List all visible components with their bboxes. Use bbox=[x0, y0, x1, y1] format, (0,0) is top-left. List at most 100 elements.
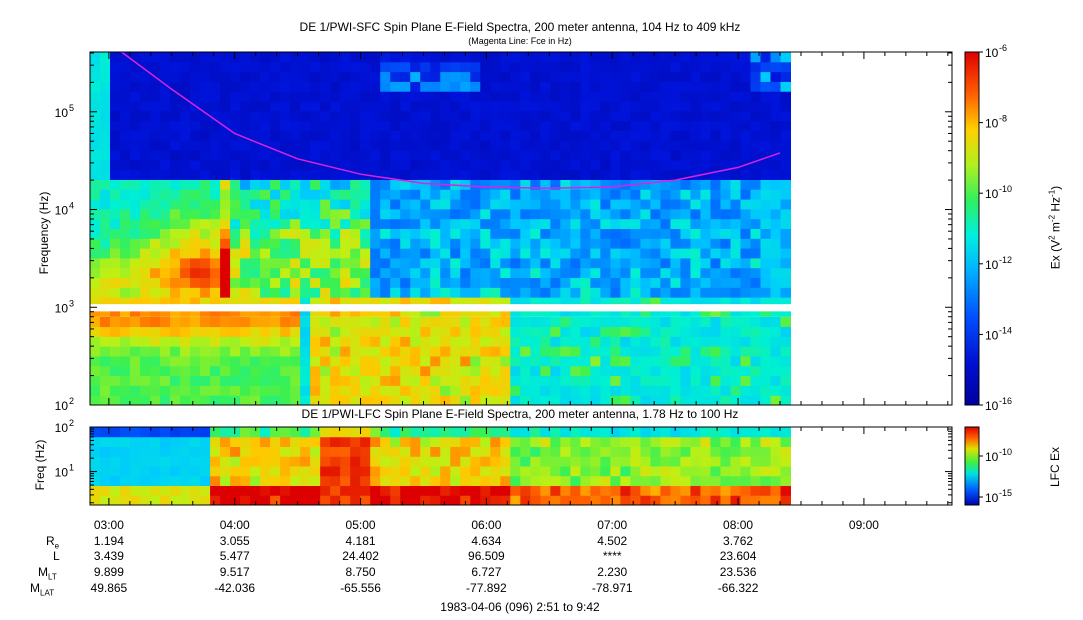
sfc-cell bbox=[670, 199, 681, 210]
sfc-cell bbox=[600, 71, 611, 82]
sfc-cell bbox=[760, 140, 771, 151]
lfc-cell bbox=[650, 495, 661, 506]
sfc-cell bbox=[320, 355, 331, 367]
lfc-cell bbox=[610, 456, 621, 467]
sfc-cell bbox=[710, 218, 721, 229]
sfc-cell bbox=[160, 395, 171, 406]
sfc-cell bbox=[500, 91, 511, 102]
sfc-cell bbox=[520, 110, 531, 122]
sfc-cell bbox=[540, 61, 551, 73]
sfc-cell bbox=[230, 52, 241, 63]
sfc-cell bbox=[540, 169, 551, 180]
lfc-cell bbox=[730, 427, 741, 438]
sfc-cell bbox=[180, 179, 191, 190]
sfc-cell bbox=[120, 61, 131, 73]
lfc-cell bbox=[690, 446, 701, 457]
sfc-cell bbox=[220, 189, 231, 200]
sfc-cell bbox=[90, 159, 101, 171]
lfc-cell bbox=[660, 456, 671, 467]
lfc-cell bbox=[720, 446, 731, 457]
sfc-cell bbox=[330, 326, 341, 337]
sfc-cell bbox=[520, 130, 531, 141]
sfc-cell bbox=[320, 199, 331, 210]
sfc-cell bbox=[190, 110, 201, 122]
lfc-cell bbox=[500, 427, 511, 438]
x-tick-label: 07:00 bbox=[597, 518, 628, 532]
lfc-cell bbox=[260, 466, 271, 477]
sfc-cell bbox=[190, 346, 201, 357]
sfc-cell bbox=[620, 375, 631, 386]
sfc-cell bbox=[350, 61, 361, 73]
lfc-cell bbox=[320, 495, 331, 506]
sfc-cell bbox=[700, 150, 711, 161]
sfc-cell bbox=[160, 365, 171, 377]
sfc-cell bbox=[490, 316, 501, 328]
lfc-cell bbox=[470, 466, 481, 477]
sfc-cell bbox=[500, 385, 511, 396]
sfc-cell bbox=[210, 326, 221, 337]
sfc-cell bbox=[340, 385, 351, 396]
sfc-cell bbox=[750, 287, 761, 298]
sfc-cell bbox=[320, 277, 331, 288]
lfc-cell bbox=[450, 466, 461, 477]
sfc-cell bbox=[320, 150, 331, 161]
sfc-cell bbox=[230, 61, 241, 73]
sfc-cell bbox=[640, 130, 651, 141]
lfc-cell bbox=[490, 456, 501, 467]
sfc-cell bbox=[730, 159, 741, 171]
sfc-cell bbox=[200, 375, 211, 386]
sfc-cell bbox=[650, 267, 661, 279]
lfc-cell bbox=[740, 475, 751, 486]
sfc-cell bbox=[150, 375, 161, 386]
sfc-cell bbox=[410, 267, 421, 279]
sfc-cell bbox=[680, 91, 691, 102]
ephemeris-value: 96.509 bbox=[468, 549, 505, 563]
sfc-cell bbox=[770, 257, 781, 269]
sfc-cell bbox=[390, 287, 401, 298]
lfc-cell bbox=[650, 475, 661, 486]
sfc-cell bbox=[250, 159, 261, 171]
sfc-cell bbox=[300, 365, 311, 377]
sfc-cell bbox=[190, 179, 201, 190]
sfc-cell bbox=[110, 297, 121, 305]
sfc-cell bbox=[470, 385, 481, 396]
lfc-cell bbox=[430, 436, 441, 447]
lfc-cell bbox=[550, 446, 561, 457]
sfc-cell bbox=[550, 130, 561, 141]
lfc-cell bbox=[490, 495, 501, 506]
sfc-cell bbox=[520, 120, 531, 131]
lfc-cell bbox=[520, 475, 531, 486]
sfc-cell bbox=[160, 238, 171, 249]
sfc-cell bbox=[690, 248, 701, 259]
sfc-cell bbox=[560, 228, 571, 239]
sfc-cell bbox=[130, 52, 141, 63]
sfc-cell bbox=[760, 336, 771, 347]
sfc-cell bbox=[630, 238, 641, 249]
lfc-cell bbox=[760, 485, 771, 496]
sfc-cell bbox=[640, 297, 651, 305]
sfc-cell bbox=[300, 150, 311, 161]
sfc-cell bbox=[370, 311, 381, 317]
sfc-cell bbox=[540, 365, 551, 377]
sfc-y-tick-exponent: 3 bbox=[69, 298, 74, 308]
sfc-cell bbox=[610, 71, 621, 82]
lfc-cell bbox=[310, 485, 321, 496]
sfc-cell bbox=[540, 326, 551, 337]
sfc-cell bbox=[370, 355, 381, 367]
lfc-cell bbox=[200, 485, 211, 496]
sfc-cell bbox=[260, 297, 271, 305]
sfc-y-tick-exponent: 2 bbox=[69, 396, 74, 406]
sfc-cell bbox=[140, 277, 151, 288]
sfc-cell bbox=[580, 346, 591, 357]
sfc-cell bbox=[430, 159, 441, 171]
sfc-cell bbox=[460, 336, 471, 347]
sfc-cell bbox=[170, 355, 181, 367]
sfc-cell bbox=[730, 150, 741, 161]
sfc-cell bbox=[470, 287, 481, 298]
sfc-cell bbox=[610, 91, 621, 102]
sfc-cell bbox=[210, 218, 221, 229]
sfc-cell bbox=[330, 52, 341, 63]
sfc-cell bbox=[380, 267, 391, 279]
sfc-cell bbox=[320, 228, 331, 239]
sfc-cell bbox=[740, 199, 751, 210]
